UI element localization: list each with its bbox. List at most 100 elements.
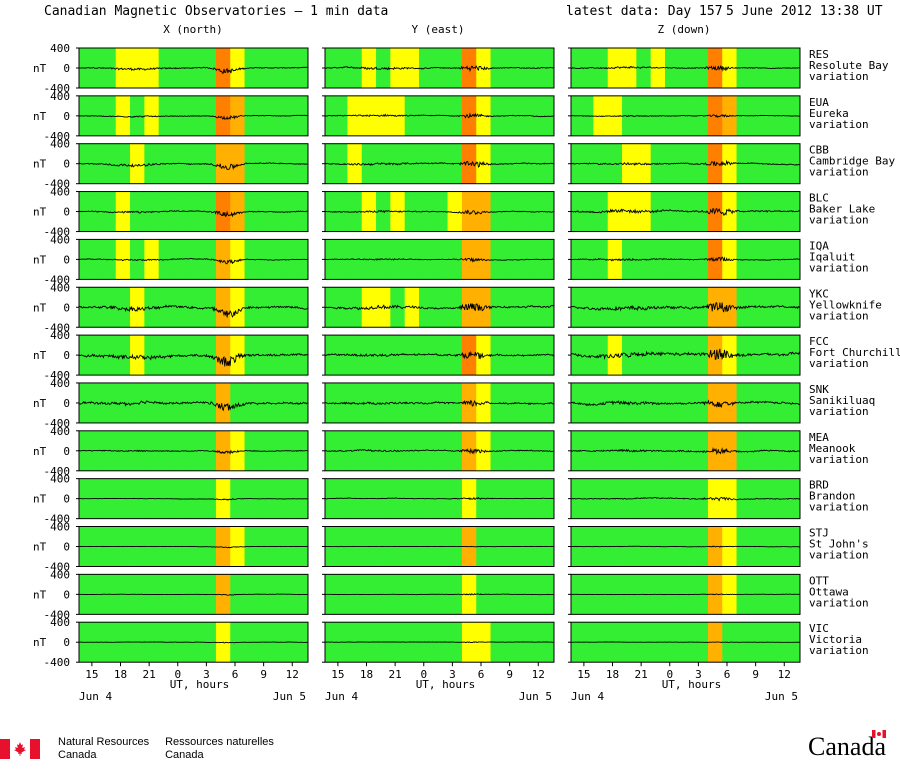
station-code-label: OTT <box>809 574 829 587</box>
activity-band <box>101 143 117 184</box>
x-tick-label: 9 <box>752 668 759 681</box>
activity-band <box>579 335 594 376</box>
variation-trace <box>78 210 309 218</box>
date-start-label: Jun 4 <box>571 690 604 703</box>
activity-band <box>333 143 348 184</box>
variation-trace <box>79 497 309 501</box>
y-axis-unit-label: nT <box>33 541 47 554</box>
station-code-label: CBB <box>809 144 829 157</box>
panel-iqa-y <box>322 238 555 280</box>
x-tick-label: 21 <box>635 668 648 681</box>
variation-trace <box>570 545 801 548</box>
x-tick-label: 21 <box>143 668 156 681</box>
activity-band <box>215 287 231 328</box>
activity-band <box>779 143 795 184</box>
chart-title: Canadian Magnetic Observatories — 1 min … <box>44 4 388 19</box>
station-code-label: RES <box>809 48 829 61</box>
station-variation-label: variation <box>809 357 869 370</box>
activity-band <box>301 95 309 136</box>
activity-band <box>158 382 174 423</box>
activity-band <box>215 430 231 471</box>
activity-band <box>115 143 131 184</box>
activity-band <box>376 48 391 88</box>
activity-band <box>476 382 491 423</box>
activity-band <box>679 143 694 184</box>
x-tick-label: 15 <box>331 668 344 681</box>
y-tick-label: -400 <box>44 369 71 382</box>
activity-band <box>607 430 623 471</box>
activity-band <box>664 382 680 423</box>
station-variation-label: variation <box>809 596 869 609</box>
activity-band <box>333 48 348 88</box>
activity-band <box>101 335 117 376</box>
activity-band <box>650 478 666 519</box>
column-title-y: Y (east) <box>412 23 465 36</box>
x-tick-label: 21 <box>389 668 402 681</box>
activity-band <box>79 382 88 423</box>
variation-trace <box>79 593 308 596</box>
variation-trace <box>570 348 801 360</box>
variation-trace <box>78 66 309 74</box>
activity-band <box>722 287 737 328</box>
y-axis-unit-label: nT <box>33 253 47 266</box>
x-axis-label: UT, hours <box>416 678 476 691</box>
activity-band <box>593 335 609 376</box>
panel-iqa-z <box>568 238 801 280</box>
panel-vic-y <box>322 621 555 663</box>
department-name-en: Natural Resources Canada <box>58 736 150 761</box>
activity-band <box>579 382 594 423</box>
y-tick-label: -400 <box>44 178 71 191</box>
station-name-label: Eureka <box>809 107 849 120</box>
panel-stj-z <box>568 526 801 567</box>
panel-cbb-z <box>568 143 801 185</box>
x-tick-label: 15 <box>85 668 98 681</box>
panel-blc-x <box>76 191 309 233</box>
activity-band <box>622 287 637 328</box>
x-tick-label: 3 <box>695 668 702 681</box>
y-tick-label: 0 <box>63 158 70 171</box>
x-tick-label: 3 <box>449 668 456 681</box>
activity-band <box>87 382 102 423</box>
activity-band <box>230 48 245 88</box>
activity-band <box>765 143 780 184</box>
station-name-label: Meanook <box>809 442 856 455</box>
variation-trace <box>324 112 554 119</box>
variation-trace <box>570 65 801 72</box>
variation-trace <box>324 641 554 644</box>
y-axis-unit-label: nT <box>33 445 47 458</box>
station-code-label: IQA <box>809 239 829 252</box>
activity-band <box>130 143 145 184</box>
panel-eua-x <box>76 95 309 137</box>
station-code-label: BRD <box>809 479 829 492</box>
activity-band <box>215 191 231 232</box>
variation-trace <box>78 400 309 412</box>
activity-band <box>636 287 651 328</box>
x-tick-label: 0 <box>174 668 181 681</box>
activity-band <box>533 382 549 423</box>
variation-trace <box>79 304 309 318</box>
activity-band <box>130 335 145 376</box>
activity-band <box>215 478 231 519</box>
y-tick-label: 0 <box>63 110 70 123</box>
column-title-z: Z (down) <box>658 23 711 36</box>
panel-brd-y <box>322 478 555 520</box>
station-name-label: Yellowknife <box>809 298 882 311</box>
activity-band <box>144 382 159 423</box>
station-variation-label: variation <box>809 501 869 514</box>
panel-snk-z <box>568 382 801 424</box>
y-tick-label: 400 <box>50 281 70 294</box>
station-variation-label: variation <box>809 453 869 466</box>
activity-band <box>447 191 463 232</box>
panel-ykc-y <box>322 286 555 328</box>
x-tick-label: 12 <box>286 668 299 681</box>
panel-eua-y <box>322 95 555 137</box>
activity-band <box>215 95 231 136</box>
activity-band <box>144 287 159 328</box>
station-code-label: BLC <box>809 192 829 205</box>
variation-trace <box>570 446 800 456</box>
activity-band <box>347 287 363 328</box>
activity-band <box>664 430 680 471</box>
